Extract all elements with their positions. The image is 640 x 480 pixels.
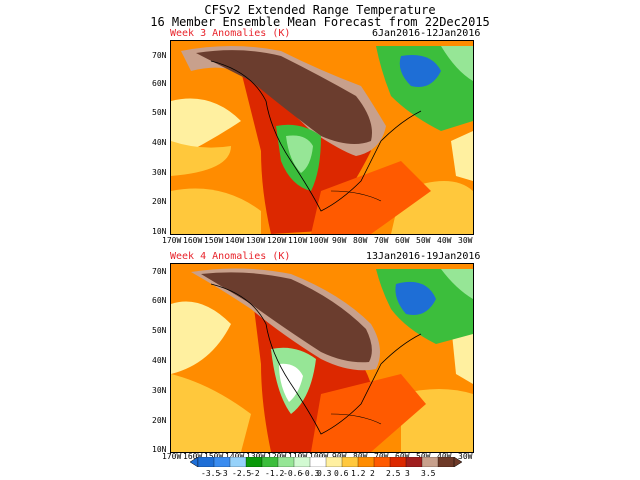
lon-tick: 160W (183, 236, 203, 245)
lat-tick: 20N (152, 197, 167, 206)
colorbar-label: -0.6 (283, 469, 303, 478)
lat-tick: 60N (152, 296, 167, 305)
lon-tick: 120W (267, 452, 287, 461)
lat-tick: 30N (152, 168, 167, 177)
colorbar-cell (277, 457, 295, 467)
colorbar-cell (213, 457, 231, 467)
lon-tick: 70W (374, 236, 389, 245)
lon-tick: 30W (458, 452, 473, 461)
colorbar-cell (309, 457, 327, 467)
colorbar-high-arrow (453, 457, 462, 467)
lon-tick: 170W (162, 236, 182, 245)
week3-anomaly-map (170, 40, 474, 235)
colorbar-cell (325, 457, 343, 467)
lon-tick: 150W (204, 452, 224, 461)
lon-tick: 40W (437, 236, 452, 245)
colorbar-cell (341, 457, 359, 467)
lon-tick: 160W (183, 452, 203, 461)
lat-tick: 10N (152, 445, 167, 454)
lat-tick: 20N (152, 416, 167, 425)
lat-tick: 70N (152, 51, 167, 60)
colorbar-label: 2 (370, 469, 375, 478)
lon-tick: 30W (458, 236, 473, 245)
lon-tick: 140W (225, 452, 245, 461)
colorbar-label: -0.3 (300, 469, 320, 478)
colorbar-label: 3.5 (421, 469, 436, 478)
colorbar-label: 0.3 (317, 469, 332, 478)
week3-label: Week 3 Anomalies (K) (170, 28, 291, 39)
colorbar-cell (405, 457, 423, 467)
lat-tick: 50N (152, 326, 167, 335)
lon-tick: 50W (416, 452, 431, 461)
colorbar-label: -2 (250, 469, 260, 478)
lat-tick: 40N (152, 356, 167, 365)
colorbar-label: 0.6 (334, 469, 349, 478)
chart-title-line1: CFSv2 Extended Range Temperature (204, 3, 436, 17)
colorbar-cell (293, 457, 311, 467)
colorbar-label: -1.2 (265, 469, 285, 478)
lon-tick: 50W (416, 236, 431, 245)
week3-dates: 6Jan2016-12Jan2016 (372, 28, 481, 39)
colorbar-label: -3 (218, 469, 228, 478)
chart-title-line2: 16 Member Ensemble Mean Forecast from 22… (150, 15, 490, 29)
lon-tick: 90W (332, 452, 347, 461)
lon-tick: 150W (204, 236, 224, 245)
lat-tick: 70N (152, 267, 167, 276)
colorbar-label: 1.2 (351, 469, 366, 478)
lon-tick: 130W (246, 452, 266, 461)
lon-tick: 80W (353, 452, 368, 461)
week4-label: Week 4 Anomalies (K) (170, 251, 291, 262)
colorbar-cell (197, 457, 215, 467)
lon-tick: 100W (309, 236, 329, 245)
lon-tick: 40W (437, 452, 452, 461)
colorbar-cell (437, 457, 455, 467)
colorbar-cell (245, 457, 263, 467)
colorbar-label: 2.5 (386, 469, 401, 478)
lon-tick: 130W (246, 236, 266, 245)
colorbar-cell (373, 457, 391, 467)
lon-tick: 60W (395, 452, 410, 461)
colorbar-cell (229, 457, 247, 467)
colorbar-label: 3 (405, 469, 410, 478)
week4-anomaly-map (170, 263, 474, 453)
colorbar-low-arrow (190, 457, 199, 467)
lon-tick: 90W (332, 236, 347, 245)
lon-tick: 120W (267, 236, 287, 245)
lon-tick: 110W (288, 236, 308, 245)
lon-tick: 70W (374, 452, 389, 461)
lon-tick: 170W (162, 452, 182, 461)
lon-tick: 140W (225, 236, 245, 245)
lat-tick: 10N (152, 227, 167, 236)
lat-tick: 30N (152, 386, 167, 395)
lon-tick: 80W (353, 236, 368, 245)
lon-tick: 110W (288, 452, 308, 461)
colorbar (190, 457, 462, 467)
lon-tick: 60W (395, 236, 410, 245)
colorbar-label: -3.5 (201, 469, 221, 478)
colorbar-cell (421, 457, 439, 467)
colorbar-cell (357, 457, 375, 467)
colorbar-label: -2.5 (232, 469, 252, 478)
colorbar-cell (389, 457, 407, 467)
lat-tick: 60N (152, 79, 167, 88)
lon-tick: 100W (309, 452, 329, 461)
colorbar-cell (261, 457, 279, 467)
lat-tick: 40N (152, 138, 167, 147)
week4-dates: 13Jan2016-19Jan2016 (366, 251, 481, 262)
lat-tick: 50N (152, 108, 167, 117)
